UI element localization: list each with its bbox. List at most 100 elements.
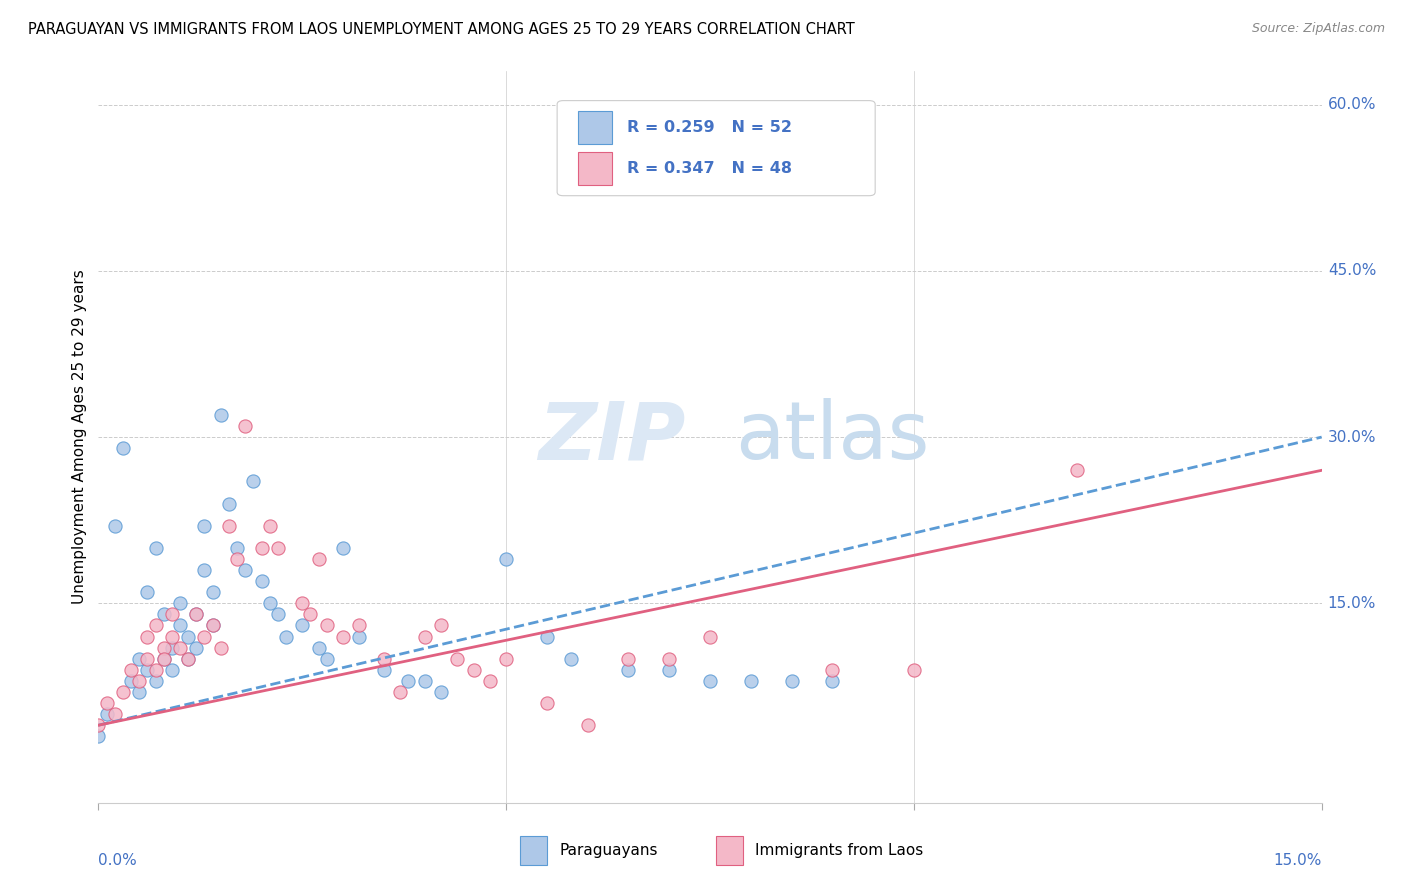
Point xyxy=(536,630,558,644)
Point xyxy=(413,673,436,688)
Point xyxy=(495,651,517,665)
Point xyxy=(430,618,453,632)
Text: 0.0%: 0.0% xyxy=(98,853,138,868)
Point xyxy=(96,707,118,722)
Point xyxy=(233,419,256,434)
Point xyxy=(136,585,159,599)
Point xyxy=(201,585,224,599)
Point xyxy=(389,685,412,699)
Point xyxy=(111,685,134,699)
Text: 30.0%: 30.0% xyxy=(1327,430,1376,444)
Point xyxy=(120,663,142,677)
Point xyxy=(201,618,224,632)
Point xyxy=(169,618,191,632)
Text: 60.0%: 60.0% xyxy=(1327,97,1376,112)
Bar xyxy=(578,153,612,185)
Point xyxy=(152,651,174,665)
Point xyxy=(903,663,925,677)
Point xyxy=(699,673,721,688)
Point xyxy=(250,541,273,555)
Text: 45.0%: 45.0% xyxy=(1327,263,1376,278)
Text: R = 0.347   N = 48: R = 0.347 N = 48 xyxy=(627,161,792,176)
Bar xyxy=(520,836,547,865)
Point xyxy=(267,541,290,555)
Point xyxy=(373,651,395,665)
Point xyxy=(242,475,264,489)
Text: ZIP: ZIP xyxy=(538,398,686,476)
Point xyxy=(104,707,127,722)
Point xyxy=(430,685,453,699)
Point xyxy=(617,651,640,665)
Point xyxy=(152,640,174,655)
Point xyxy=(463,663,485,677)
Point xyxy=(120,673,142,688)
Point xyxy=(259,596,281,610)
Point xyxy=(136,651,159,665)
Point xyxy=(193,630,215,644)
Point xyxy=(780,673,803,688)
Point xyxy=(821,663,844,677)
Point xyxy=(560,651,582,665)
Point xyxy=(699,630,721,644)
Point xyxy=(413,630,436,644)
Point xyxy=(177,651,200,665)
Text: atlas: atlas xyxy=(735,398,929,476)
Text: 15.0%: 15.0% xyxy=(1274,853,1322,868)
Point xyxy=(186,607,208,622)
Point xyxy=(821,673,844,688)
Point xyxy=(478,673,501,688)
Point xyxy=(128,685,150,699)
Text: Immigrants from Laos: Immigrants from Laos xyxy=(755,843,924,858)
Point xyxy=(446,651,468,665)
Point xyxy=(291,618,314,632)
Point xyxy=(160,630,183,644)
Bar xyxy=(578,111,612,144)
Point xyxy=(177,630,200,644)
Point xyxy=(177,651,200,665)
Point xyxy=(145,673,167,688)
Point xyxy=(186,640,208,655)
Point xyxy=(152,651,174,665)
Point xyxy=(160,607,183,622)
Point xyxy=(740,673,762,688)
Point xyxy=(299,607,322,622)
Point xyxy=(373,663,395,677)
Point xyxy=(152,607,174,622)
Point xyxy=(396,673,419,688)
Point xyxy=(136,630,159,644)
Point xyxy=(1066,463,1088,477)
Point xyxy=(291,596,314,610)
Point xyxy=(111,441,134,455)
FancyBboxPatch shape xyxy=(557,101,875,195)
Point xyxy=(226,541,249,555)
Point xyxy=(576,718,599,732)
Point xyxy=(218,497,240,511)
Point xyxy=(145,663,167,677)
Point xyxy=(536,696,558,710)
Point xyxy=(349,630,371,644)
Point xyxy=(160,663,183,677)
Point xyxy=(332,630,354,644)
Point xyxy=(349,618,371,632)
Point xyxy=(226,552,249,566)
Point xyxy=(250,574,273,589)
Text: Paraguayans: Paraguayans xyxy=(560,843,658,858)
Point xyxy=(169,596,191,610)
Point xyxy=(617,663,640,677)
Bar xyxy=(716,836,742,865)
Point xyxy=(658,651,681,665)
Point xyxy=(87,718,110,732)
Y-axis label: Unemployment Among Ages 25 to 29 years: Unemployment Among Ages 25 to 29 years xyxy=(72,269,87,605)
Point xyxy=(209,640,232,655)
Point xyxy=(218,518,240,533)
Point xyxy=(145,541,167,555)
Point xyxy=(128,673,150,688)
Point xyxy=(201,618,224,632)
Text: PARAGUAYAN VS IMMIGRANTS FROM LAOS UNEMPLOYMENT AMONG AGES 25 TO 29 YEARS CORREL: PARAGUAYAN VS IMMIGRANTS FROM LAOS UNEMP… xyxy=(28,22,855,37)
Point xyxy=(658,663,681,677)
Point xyxy=(169,640,191,655)
Point xyxy=(315,618,337,632)
Point xyxy=(308,640,330,655)
Text: Source: ZipAtlas.com: Source: ZipAtlas.com xyxy=(1251,22,1385,36)
Point xyxy=(96,696,118,710)
